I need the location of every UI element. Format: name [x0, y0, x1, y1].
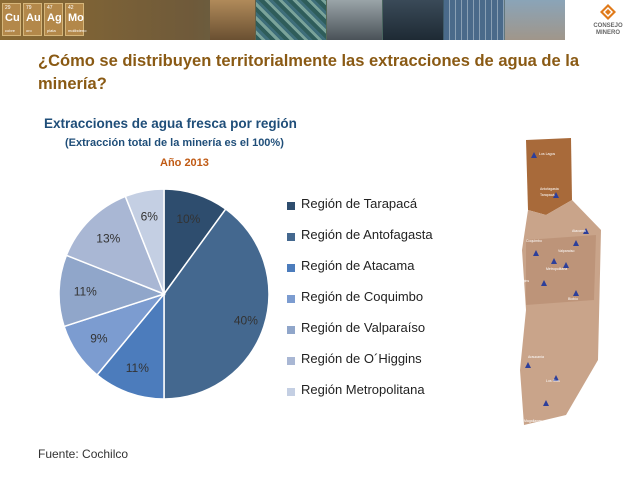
map-marker: [573, 240, 579, 246]
tile-name: molibdeno: [68, 28, 87, 33]
map-marker: [563, 262, 569, 268]
map-label: Los Lagos: [539, 152, 555, 156]
tile-name: oro: [26, 28, 32, 33]
map-marker: [543, 400, 549, 406]
map-label: Los Ríos: [546, 379, 560, 383]
legend-swatch: [287, 202, 295, 210]
pie-slice-label: 11%: [126, 361, 149, 375]
tile-number: 29: [5, 5, 11, 11]
pie-slice: [65, 195, 166, 296]
chart-subtitle: (Extracción total de la minería es el 10…: [65, 137, 284, 149]
element-tiles: 29 Cu cobre 79 Au oro 47 Ag plata 42 Mo …: [2, 3, 87, 36]
legend-label: Región Metropolitana: [301, 382, 425, 397]
legend-swatch: [287, 357, 295, 365]
tile-number: 79: [26, 5, 32, 11]
pie-slice-label: 40%: [234, 314, 258, 328]
chart-year-label: Año 2013: [160, 157, 209, 169]
map-label: Araucanía: [528, 355, 544, 359]
tile-number: 42: [68, 5, 74, 11]
banner-photo-solar: [444, 0, 504, 40]
banner-photo-mine: [210, 0, 255, 40]
map-north-region: [526, 138, 572, 215]
tile-symbol: Mo: [68, 12, 84, 24]
pie-slice-label: 10%: [176, 212, 200, 226]
logo-text-line-1: CONSEJO: [593, 23, 623, 29]
legend-swatch: [287, 264, 295, 272]
map-marker: [553, 375, 559, 381]
legend-label: Región de Valparaíso: [301, 320, 426, 335]
tile-name: cobre: [5, 28, 16, 33]
element-tile-ag: 47 Ag plata: [44, 3, 63, 36]
map-label: Atacama: [572, 229, 586, 233]
map-label: Biobío: [568, 297, 578, 301]
tile-symbol: Cu: [5, 12, 20, 24]
logo-text: CONSEJO MINERO: [582, 23, 634, 37]
map-label: O'Higgins: [514, 279, 529, 283]
element-tile-cu: 29 Cu cobre: [2, 3, 21, 36]
map-label: Valparaíso: [558, 249, 575, 253]
banner-photo-landscape: [505, 0, 565, 40]
map-central-shade: [526, 235, 596, 305]
logo-icon: [600, 4, 616, 20]
map-label: Tarapacá: [540, 193, 554, 197]
map-marker: [525, 362, 531, 368]
consejo-minero-logo: CONSEJO MINERO: [582, 4, 634, 38]
legend-label: Región de Tarapacá: [301, 196, 418, 211]
map-marker: [551, 258, 557, 264]
legend-label: Región de Coquimbo: [301, 289, 424, 304]
banner-photo-control-room: [383, 0, 443, 40]
banner-photo-minerals: [256, 0, 326, 40]
tile-name: plata: [47, 28, 56, 33]
pie-slice-label: 6%: [141, 210, 159, 224]
logo-text-line-2: MINERO: [596, 30, 620, 36]
map-labels: Los Lagos Antofagasta Tarapacá Atacama C…: [514, 152, 586, 423]
map-marker: [553, 192, 559, 198]
element-tile-mo: 42 Mo molibdeno: [65, 3, 87, 36]
pie-slice-label: 11%: [74, 285, 97, 299]
map-marker: [541, 280, 547, 286]
tile-symbol: Au: [26, 12, 41, 24]
legend-swatch: [287, 388, 295, 396]
legend-label: Región de Atacama: [301, 258, 415, 273]
map-label: Antofagasta: [540, 187, 559, 191]
legend-swatch: [287, 233, 295, 241]
pie-slice: [96, 291, 165, 400]
chart-title: Extracciones de agua fresca por región: [44, 116, 297, 131]
map-label: Metropolitana: [546, 267, 567, 271]
page-title: ¿Cómo se distribuyen territorialmente la…: [38, 52, 580, 93]
tile-number: 47: [47, 5, 53, 11]
tile-symbol: Ag: [47, 12, 62, 24]
legend-label: Región de Antofagasta: [301, 227, 433, 242]
pie-slice-label: 9%: [90, 331, 108, 345]
map-markers: [525, 152, 589, 406]
legend-label: Región de O´Higgins: [301, 351, 422, 366]
pie-slice: [124, 188, 165, 295]
map-label: Coquimbo: [526, 239, 542, 243]
element-tile-au: 79 Au oro: [23, 3, 42, 36]
map-label: Magallanes: [524, 419, 542, 423]
pie-slice: [58, 254, 167, 328]
header-banner: 29 Cu cobre 79 Au oro 47 Ag plata 42 Mo …: [0, 0, 638, 40]
legend-swatch: [287, 326, 295, 334]
pie-slice: [163, 208, 270, 400]
legend-swatch: [287, 295, 295, 303]
map-marker: [583, 228, 589, 234]
map-marker: [573, 290, 579, 296]
pie-slice-label: 13%: [96, 231, 120, 245]
map-marker: [531, 152, 537, 158]
map-marker: [533, 250, 539, 256]
chile-map: Los Lagos Antofagasta Tarapacá Atacama C…: [514, 138, 601, 425]
banner-photo-worker: [327, 0, 382, 40]
source-footnote: Fuente: Cochilco: [38, 447, 129, 461]
